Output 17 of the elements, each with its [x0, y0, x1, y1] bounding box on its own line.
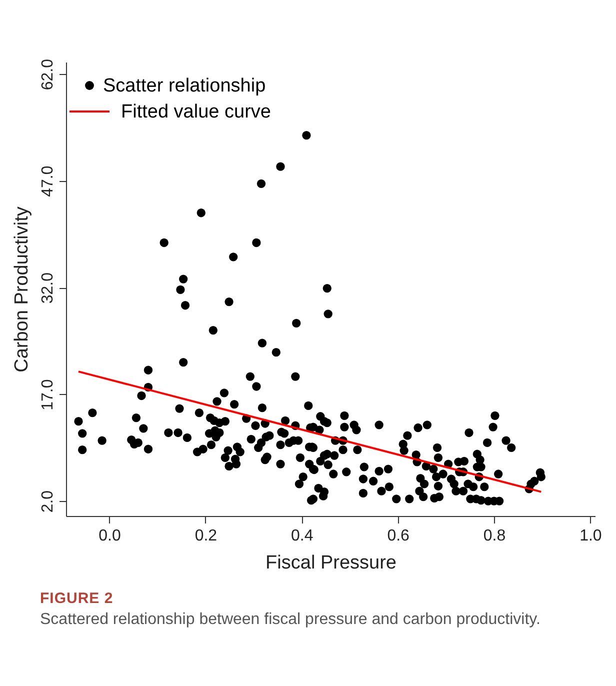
y-tick-label: 62.0 [40, 58, 56, 90]
text: Scattered relationship between fiscal pressure and carbon productivity. [40, 610, 542, 630]
y-tick-label: 17.0 [40, 379, 56, 410]
x-tick-label: 0.8 [483, 528, 506, 544]
y-axis-title: Carbon Productivity [12, 206, 32, 372]
caption: FIGURE 2 [40, 590, 114, 607]
legend-label: Scatter relationship [103, 76, 266, 96]
x-tick-label: 0.2 [194, 528, 218, 544]
y-tick-label: 47.0 [40, 166, 56, 197]
legend-label: Fitted value curve [121, 102, 271, 122]
x-axis-title: Fiscal Pressure [266, 552, 396, 574]
x-tick-label: 0.4 [291, 528, 314, 544]
y-tick-label: 2.0 [40, 490, 56, 513]
x-tick-label: 0.6 [387, 528, 410, 544]
x-tick-label: 0.0 [98, 528, 121, 544]
x-tick-label: 1.0 [580, 528, 602, 544]
y-tick-label: 32.0 [40, 272, 56, 304]
